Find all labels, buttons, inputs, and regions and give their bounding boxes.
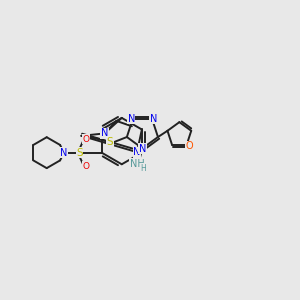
Text: N: N [139, 144, 146, 154]
Text: N: N [101, 128, 108, 138]
Text: O: O [82, 135, 89, 144]
Text: S: S [106, 137, 113, 147]
Text: H: H [141, 164, 146, 173]
Text: N: N [128, 114, 135, 124]
Text: NH: NH [130, 159, 144, 169]
Text: O: O [186, 141, 194, 151]
Text: O: O [82, 161, 89, 170]
Text: S: S [76, 148, 83, 158]
Text: N: N [60, 148, 68, 158]
Text: N: N [133, 147, 141, 157]
Text: N: N [150, 114, 157, 124]
